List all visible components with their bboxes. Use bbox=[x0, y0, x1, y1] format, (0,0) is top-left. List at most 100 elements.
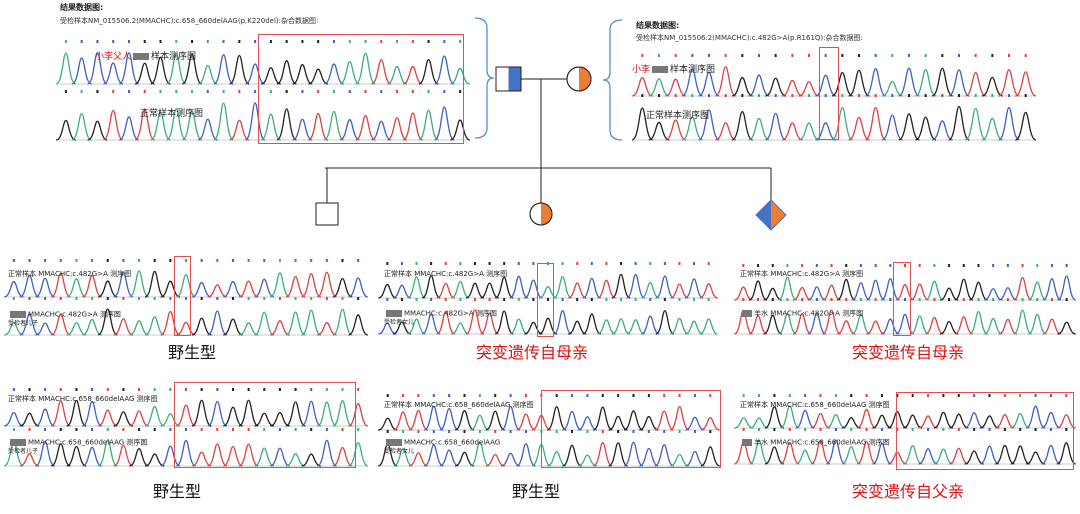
base-call-marker bbox=[386, 394, 389, 397]
base-call-marker bbox=[1036, 298, 1039, 301]
daughter-482-tag: 受检者女儿 bbox=[384, 319, 415, 326]
base-call-marker bbox=[278, 259, 281, 262]
base-call-marker bbox=[278, 388, 281, 391]
base-call-marker bbox=[933, 264, 936, 267]
base-call-marker bbox=[517, 262, 520, 265]
base-call-marker bbox=[724, 94, 727, 97]
trace-peak bbox=[1025, 451, 1046, 465]
base-call-marker bbox=[771, 264, 774, 267]
base-call-marker bbox=[742, 298, 745, 301]
trace-peak bbox=[317, 322, 337, 336]
trace-peak bbox=[301, 309, 322, 336]
base-call-marker bbox=[106, 259, 109, 262]
trace-peak bbox=[19, 274, 40, 298]
trace-peak bbox=[292, 64, 313, 85]
trace-peak bbox=[348, 314, 369, 336]
base-call-marker bbox=[815, 264, 818, 267]
trace-peak bbox=[1042, 318, 1062, 335]
base-call-marker bbox=[547, 298, 549, 301]
trace-peak bbox=[918, 448, 938, 465]
base-call-marker bbox=[216, 388, 219, 391]
base-call-marker bbox=[28, 259, 31, 262]
trace-peak bbox=[836, 320, 856, 335]
trace-peak bbox=[229, 54, 250, 85]
base-call-marker bbox=[122, 297, 125, 300]
fetus-482-chromatogram bbox=[733, 262, 1077, 338]
base-call-marker bbox=[28, 428, 31, 431]
father-sample-label: 小李父人 样本测序图 bbox=[95, 52, 197, 62]
trace-peak bbox=[910, 283, 930, 301]
base-call-marker bbox=[824, 94, 827, 97]
base-call-marker bbox=[691, 94, 694, 97]
base-call-marker bbox=[386, 298, 389, 301]
trace-peak bbox=[355, 114, 376, 141]
trace-peak bbox=[254, 447, 275, 467]
trace-peak bbox=[19, 412, 40, 427]
trace-peak bbox=[764, 406, 785, 429]
base-call-marker bbox=[641, 54, 644, 57]
trace-peak bbox=[118, 52, 140, 85]
base-call-marker bbox=[858, 94, 860, 97]
trace-peak bbox=[402, 112, 423, 141]
base-call-marker bbox=[427, 40, 430, 43]
trace-peak bbox=[763, 287, 782, 301]
base-call-marker bbox=[1065, 394, 1068, 397]
trace-peak bbox=[856, 440, 877, 465]
trace-peak bbox=[118, 116, 139, 141]
base-call-marker bbox=[741, 94, 744, 97]
base-call-marker bbox=[555, 430, 558, 433]
base-call-marker bbox=[191, 90, 194, 93]
base-call-marker bbox=[532, 262, 535, 265]
base-call-marker bbox=[59, 259, 62, 262]
trace-peak bbox=[454, 451, 475, 467]
trace-peak bbox=[113, 318, 134, 336]
trace-peak bbox=[316, 439, 337, 467]
base-call-marker bbox=[325, 388, 328, 391]
base-call-marker bbox=[310, 297, 313, 300]
trace-peak bbox=[684, 278, 704, 299]
base-call-marker bbox=[12, 297, 15, 300]
trace-peak bbox=[981, 76, 1003, 97]
base-call-marker bbox=[80, 40, 83, 43]
base-call-marker bbox=[941, 94, 944, 97]
trace-peak bbox=[516, 413, 536, 431]
trace-peak bbox=[421, 275, 441, 299]
trace-peak bbox=[134, 62, 155, 85]
son-658-sample-label: MMACHC:c.658_660delAAG 测序图 bbox=[8, 439, 147, 447]
base-call-marker bbox=[332, 40, 335, 43]
base-call-marker bbox=[874, 298, 877, 301]
trace-peak bbox=[903, 414, 923, 429]
fetus-482-sample-label: 羊水 MMACHC:c.482G>A 测序图 bbox=[740, 310, 863, 318]
base-call-marker bbox=[758, 394, 761, 397]
father-normal-label: 正常样本测序图 bbox=[140, 109, 204, 119]
base-call-marker bbox=[880, 394, 883, 397]
daughter-symbol bbox=[529, 202, 553, 226]
base-call-marker bbox=[238, 90, 241, 93]
base-call-marker bbox=[75, 388, 78, 391]
trace-peak bbox=[831, 72, 853, 97]
trace-peak bbox=[71, 112, 92, 141]
trace-peak bbox=[285, 275, 306, 298]
trace-peak bbox=[439, 408, 459, 431]
base-call-marker bbox=[561, 262, 564, 265]
trace-peak bbox=[254, 311, 275, 336]
trace-peak bbox=[213, 54, 234, 85]
base-call-marker bbox=[200, 297, 203, 300]
base-call-marker bbox=[263, 388, 266, 391]
trace-peak bbox=[597, 319, 616, 335]
base-call-marker bbox=[247, 259, 250, 262]
trace-peak bbox=[562, 410, 582, 431]
trace-peak bbox=[670, 317, 689, 335]
trace-peak bbox=[3, 281, 24, 298]
base-call-marker bbox=[590, 298, 593, 301]
trace-peak bbox=[669, 406, 690, 431]
base-call-marker bbox=[757, 298, 760, 301]
trace-peak bbox=[207, 310, 228, 336]
trace-peak bbox=[434, 106, 455, 141]
base-call-marker bbox=[175, 90, 178, 93]
trace-peak bbox=[134, 108, 155, 141]
trace-peak bbox=[780, 441, 800, 465]
trace-peak bbox=[1010, 445, 1030, 465]
son-658-normal-label: 正常样本 MMACHC:c.658_660delAAG 测序图 bbox=[8, 395, 158, 403]
trace-peak bbox=[524, 279, 543, 299]
